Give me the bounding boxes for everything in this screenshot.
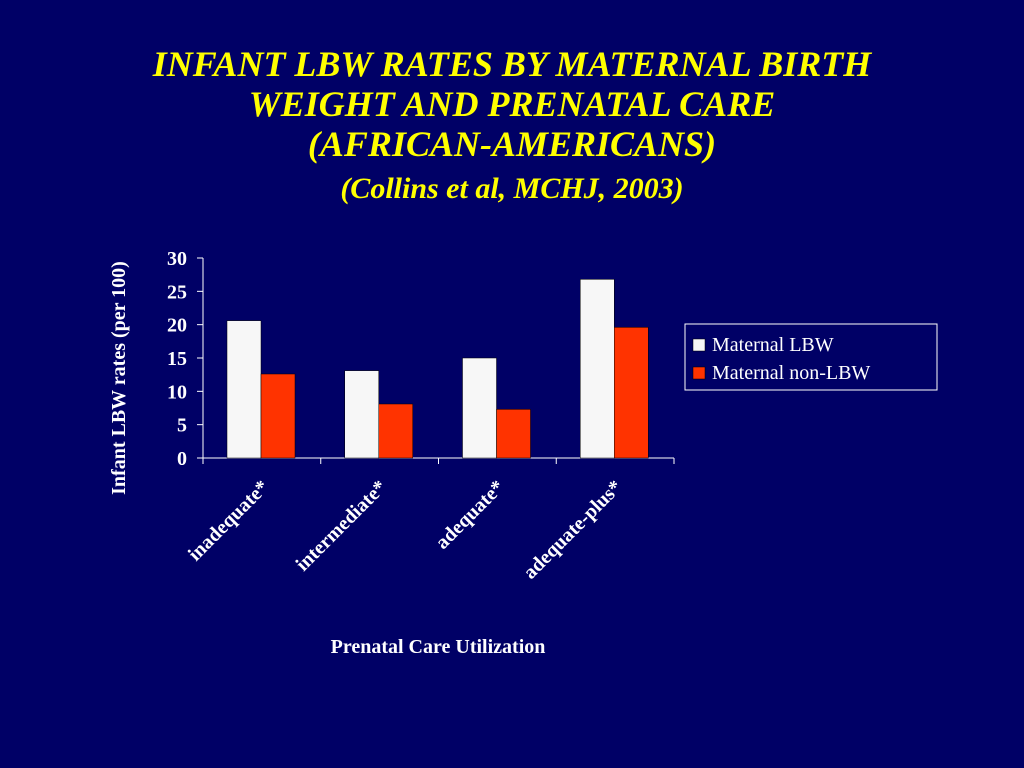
legend-label: Maternal LBW	[712, 334, 834, 356]
y-tick-label: 30	[167, 248, 187, 270]
bar-maternal-non-lbw	[496, 409, 531, 459]
x-category-label: adequate*	[431, 476, 509, 554]
slide-title-line-3: (AFRICAN-AMERICANS)	[307, 124, 717, 164]
bar-maternal-lbw	[580, 279, 615, 459]
x-category-label: inadequate*	[184, 476, 273, 565]
y-tick-label: 25	[167, 281, 187, 303]
slide-title-block: INFANT LBW RATES BY MATERNAL BIRTH WEIGH…	[0, 44, 1024, 208]
bar-maternal-lbw	[462, 357, 497, 459]
legend-swatch-maternal-non-lbw	[692, 366, 706, 380]
legend-box	[684, 323, 938, 391]
x-category-label: adequate-plus*	[519, 476, 627, 584]
y-tick-label: 5	[177, 415, 187, 437]
slide-title-line-2: WEIGHT AND PRENATAL CARE	[248, 84, 776, 124]
legend-swatch-maternal-lbw	[692, 338, 706, 352]
y-tick-label: 20	[167, 315, 187, 337]
bar-maternal-non-lbw	[378, 403, 413, 459]
bar-maternal-non-lbw	[614, 327, 649, 459]
legend-label: Maternal non-LBW	[712, 362, 870, 384]
y-tick-label: 0	[177, 448, 187, 470]
slide-title-line-1: INFANT LBW RATES BY MATERNAL BIRTH	[152, 44, 872, 84]
bar-maternal-lbw	[344, 370, 379, 459]
y-axis-title: Infant LBW rates (per 100)	[108, 261, 130, 495]
x-axis-title: Prenatal Care Utilization	[331, 636, 546, 658]
bar-maternal-lbw	[226, 320, 262, 459]
y-tick-label: 10	[167, 381, 187, 403]
slide-citation: (Collins et al, MCHJ, 2003)	[340, 172, 684, 205]
bar-maternal-non-lbw	[260, 373, 296, 459]
x-category-label: intermediate*	[292, 476, 392, 576]
y-tick-label: 15	[167, 348, 187, 370]
